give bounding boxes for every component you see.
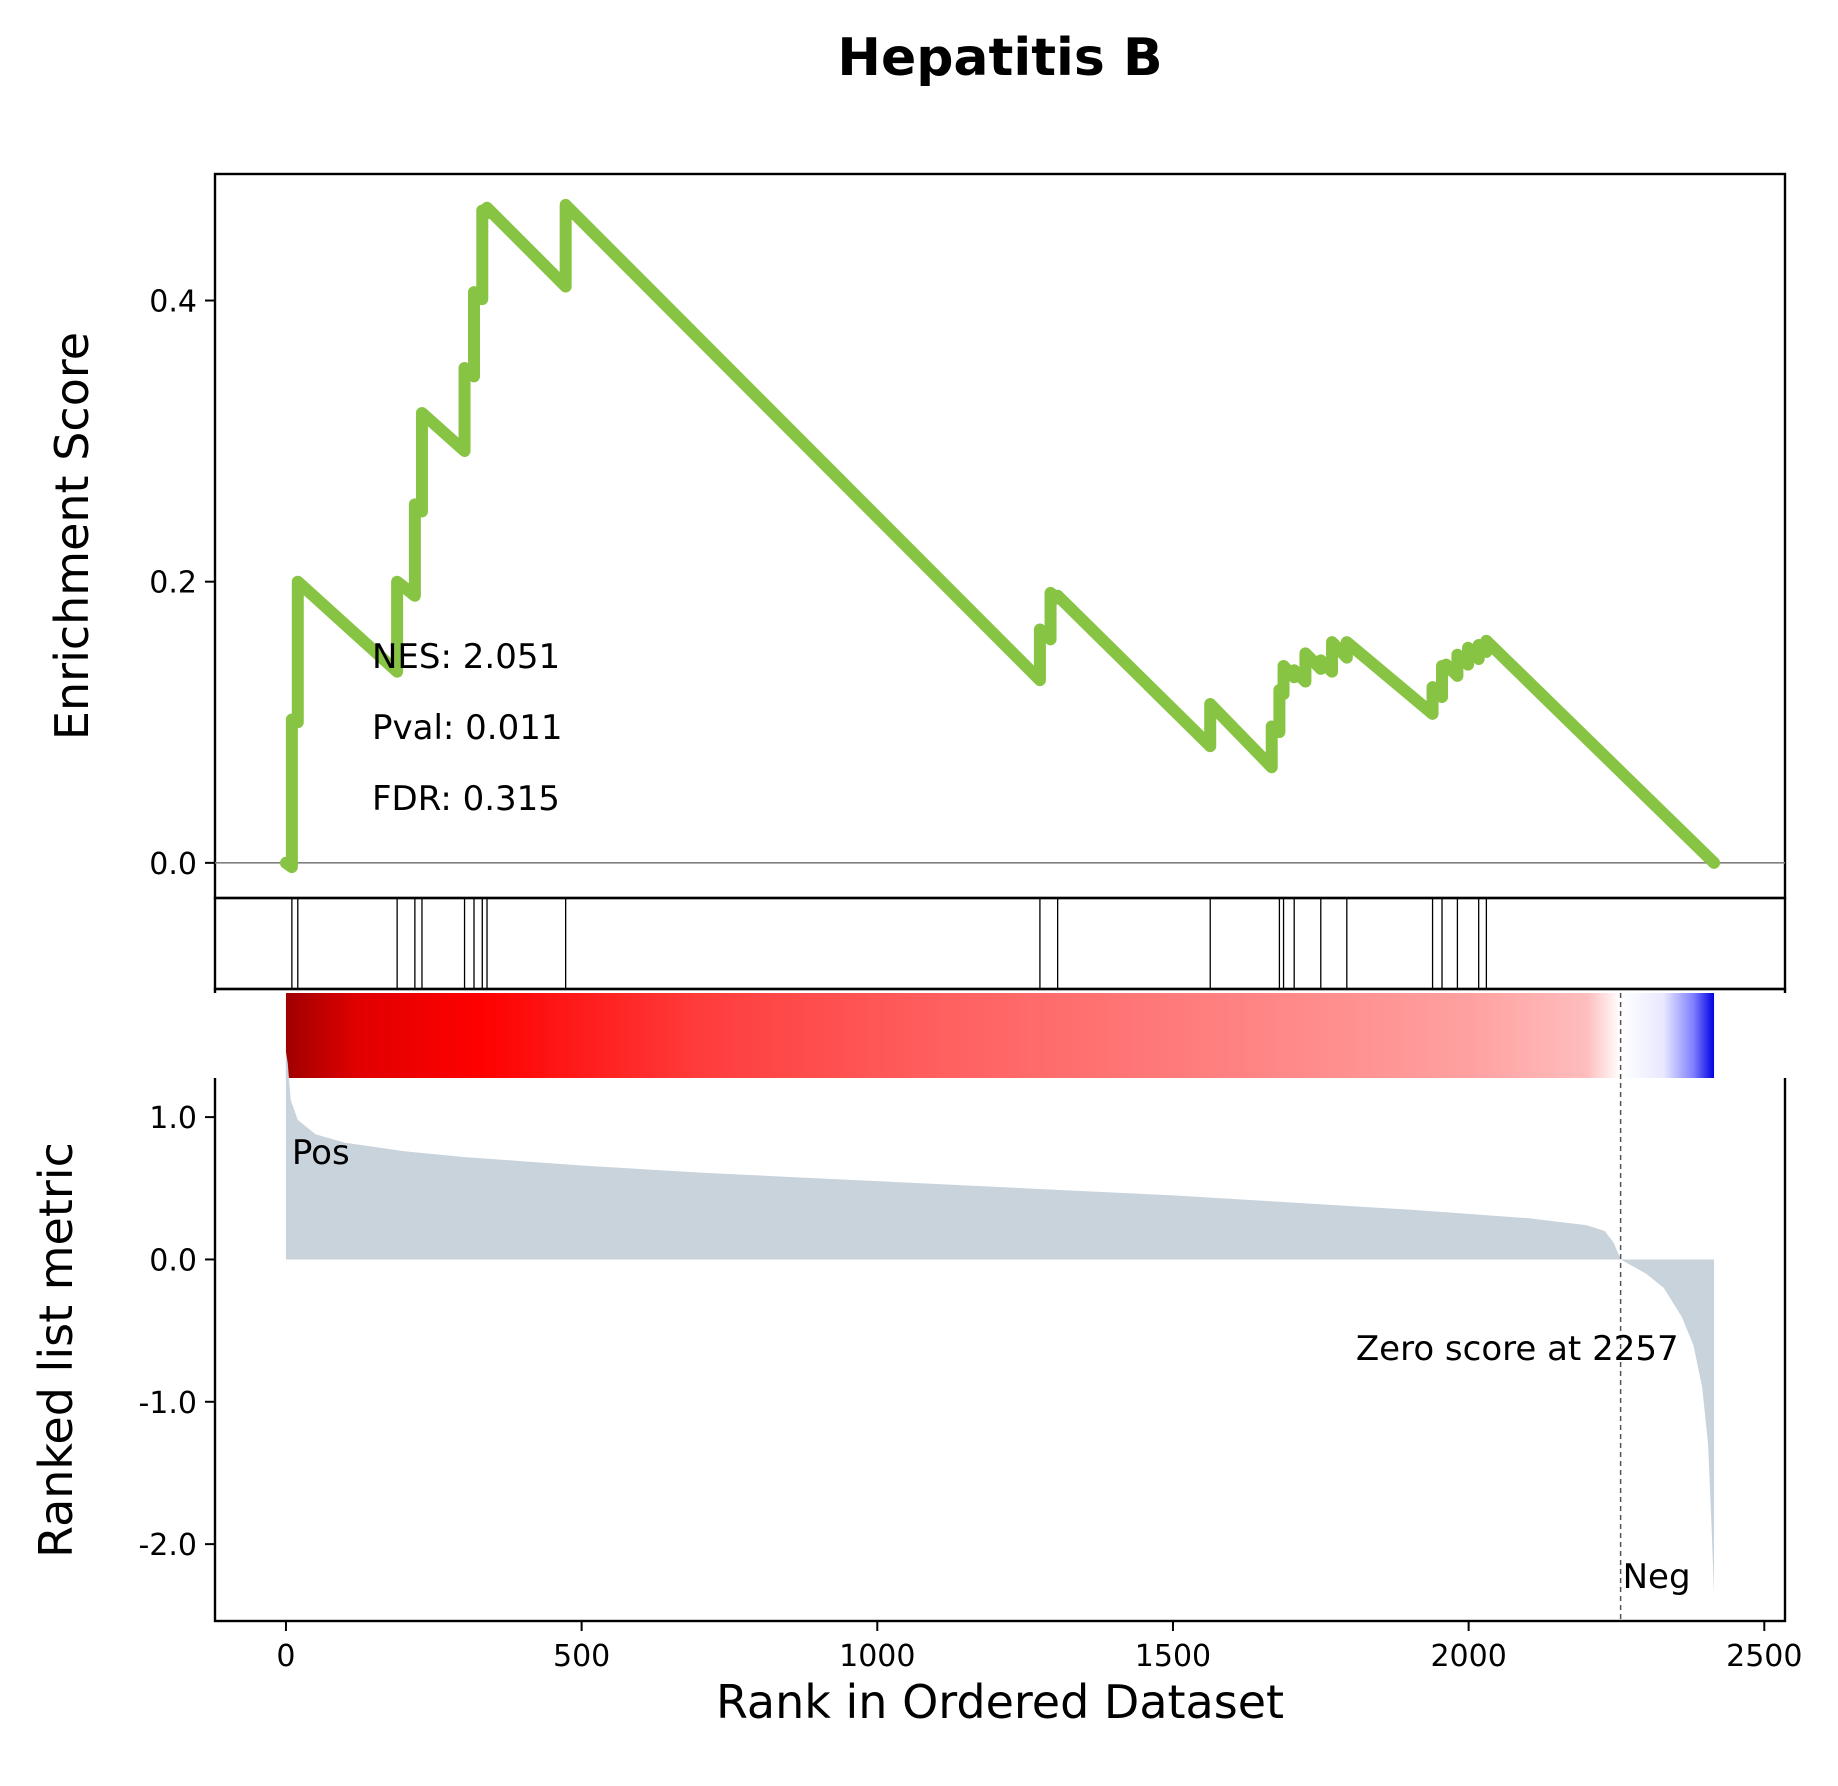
pos-label: Pos xyxy=(292,1133,350,1173)
hits-panel-frame xyxy=(213,896,1787,991)
ranked-y-tick-label: -2.0 xyxy=(138,1528,197,1563)
neg-label: Neg xyxy=(1623,1557,1691,1597)
es-y-axis-label: Enrichment Score xyxy=(45,332,99,740)
x-tick-label: 500 xyxy=(553,1639,610,1674)
ranked-y-axis-label: Ranked list metric xyxy=(29,1142,83,1558)
ranked-metric-area xyxy=(285,1051,1715,1594)
x-axis: 0 500 1000 1500 2000 2500 xyxy=(276,1621,1802,1674)
x-tick-label: 2500 xyxy=(1726,1639,1802,1674)
es-statistic: NES: 2.051 xyxy=(372,637,560,677)
zero-score-label: Zero score at 2257 xyxy=(1356,1329,1679,1369)
es-statistics: NES: 2.051 Pval: 0.011 FDR: 0.315 xyxy=(372,637,563,819)
es-y-tick-label: 0.0 xyxy=(149,847,197,882)
x-tick-label: 1500 xyxy=(1135,1639,1211,1674)
ranked-y-tick-label: 1.0 xyxy=(149,1101,197,1136)
x-tick-label: 1000 xyxy=(839,1639,915,1674)
es-statistic: Pval: 0.011 xyxy=(372,708,563,748)
chart-title: Hepatitis B xyxy=(837,28,1162,88)
x-axis-label: Rank in Ordered Dataset xyxy=(716,1675,1284,1729)
x-tick-label: 2000 xyxy=(1430,1639,1506,1674)
rank-color-bar xyxy=(285,993,1715,1078)
es-y-axis: 0.0 0.2 0.4 xyxy=(149,285,215,882)
ranked-panel-frame xyxy=(213,987,1787,1623)
es-y-tick-label: 0.4 xyxy=(149,285,197,320)
gene-hit-markers xyxy=(291,898,1488,989)
ranked-y-tick-label: -1.0 xyxy=(138,1386,197,1421)
es-statistic: FDR: 0.315 xyxy=(372,779,560,819)
ranked-y-axis: 1.0 0.0 -1.0 -2.0 xyxy=(138,1101,215,1563)
enrichment-score-line xyxy=(279,198,1721,874)
ranked-y-tick-label: 0.0 xyxy=(149,1243,197,1278)
es-y-tick-label: 0.2 xyxy=(149,566,197,601)
x-tick-label: 0 xyxy=(276,1639,295,1674)
